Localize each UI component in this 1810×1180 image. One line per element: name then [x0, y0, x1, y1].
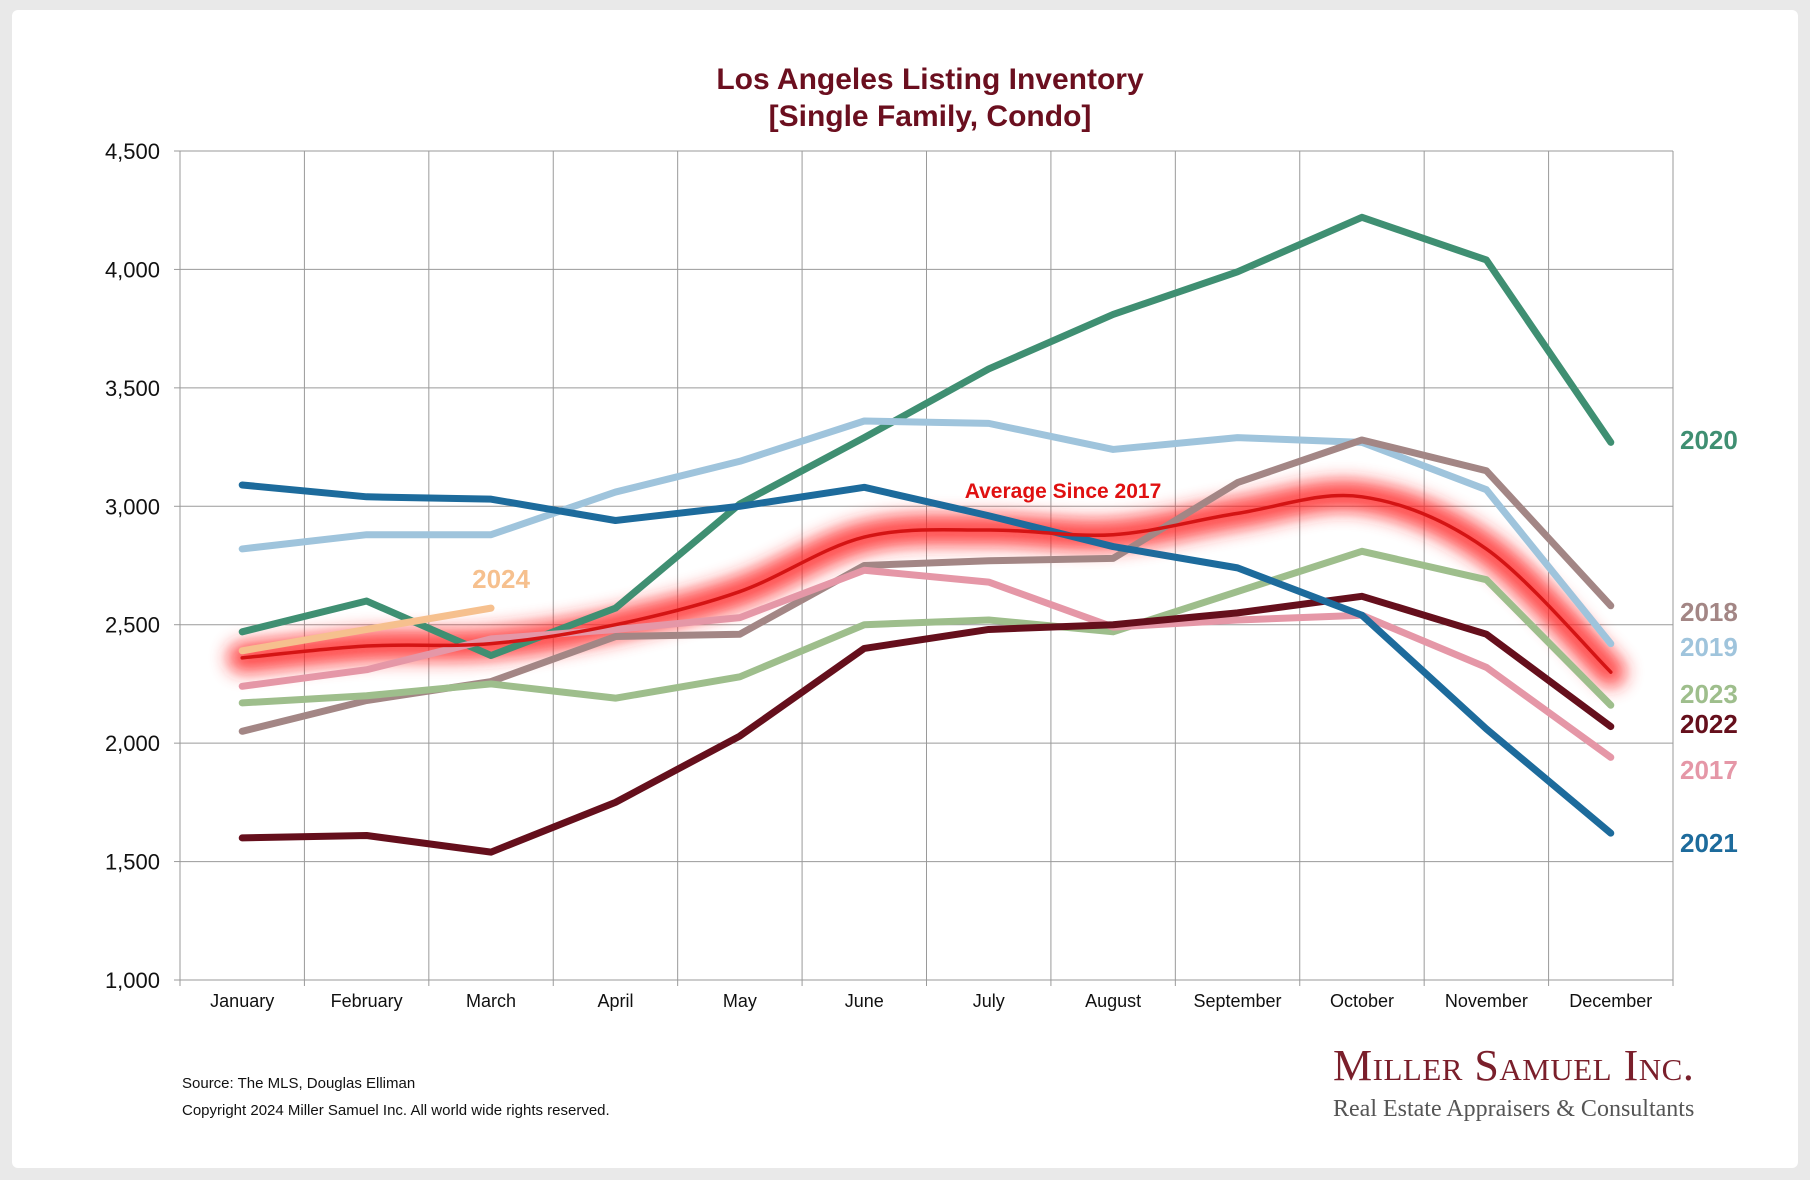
- copyright-note: Copyright 2024 Miller Samuel Inc. All wo…: [182, 1102, 610, 1119]
- series-label-2021: 2021: [1680, 828, 1738, 858]
- x-tick-label-november: November: [1445, 991, 1528, 1011]
- x-tick-label-february: February: [331, 991, 403, 1011]
- source-note: Source: The MLS, Douglas Elliman: [182, 1075, 416, 1092]
- x-tick-label-may: May: [723, 991, 757, 1011]
- series-line-2021: [238, 481, 1615, 837]
- chart-subtitle: [Single Family, Condo]: [769, 100, 1092, 133]
- series-label-2019: 2019: [1680, 632, 1738, 662]
- y-tick-label: 3,000: [105, 494, 160, 519]
- logo-tagline: Real Estate Appraisers & Consultants: [1333, 1096, 1695, 1122]
- series-label-2022: 2022: [1680, 709, 1738, 739]
- company-logo: Miller Samuel Inc. Real Estate Appraiser…: [1333, 1041, 1695, 1123]
- series-label-2018: 2018: [1680, 597, 1738, 627]
- series-label-2020: 2020: [1680, 425, 1738, 455]
- y-tick-label: 1,500: [105, 850, 160, 875]
- y-tick-label: 4,000: [105, 257, 160, 282]
- y-tick-label: 2,500: [105, 613, 160, 638]
- series-label-2023: 2023: [1680, 679, 1738, 709]
- y-tick-label: 4,500: [105, 139, 160, 164]
- series-labels: 2020 2019 2018 2023 2017 2022 2021 2024: [472, 425, 1738, 858]
- x-axis-ticks: January February March April May June July Augu…: [210, 991, 1652, 1011]
- y-tick-label: 2,000: [105, 731, 160, 756]
- y-tick-label: 1,000: [105, 968, 160, 993]
- x-tick-label-january: January: [210, 991, 274, 1011]
- series-lines: [238, 213, 1615, 856]
- series-line-2019: [238, 417, 1615, 648]
- x-tick-label-september: September: [1194, 991, 1282, 1011]
- series-label-2024: 2024: [472, 564, 530, 594]
- logo-name: Miller Samuel Inc.: [1333, 1041, 1695, 1090]
- x-tick-label-october: October: [1330, 991, 1394, 1011]
- series-line-2023: [238, 547, 1615, 709]
- x-tick-label-april: April: [597, 991, 633, 1011]
- x-tick-label-june: June: [845, 991, 884, 1011]
- y-tick-label: 3,500: [105, 376, 160, 401]
- average-line: [240, 493, 1613, 674]
- x-tick-label-july: July: [973, 991, 1005, 1011]
- x-tick-label-december: December: [1569, 991, 1652, 1011]
- average-label: Average Since 2017: [965, 480, 1162, 503]
- x-tick-label-august: August: [1085, 991, 1141, 1011]
- series-line-2024: [238, 604, 495, 655]
- y-axis-ticks: 1,000 1,500 2,000 2,500 3,000 3,500 4,000 4,500: [105, 139, 160, 993]
- series-line-2022: [238, 592, 1615, 856]
- average-line-group: [240, 493, 1613, 674]
- x-tick-label-march: March: [466, 991, 516, 1011]
- chart-title: Los Angeles Listing Inventory: [716, 63, 1144, 96]
- series-label-2017: 2017: [1680, 755, 1738, 785]
